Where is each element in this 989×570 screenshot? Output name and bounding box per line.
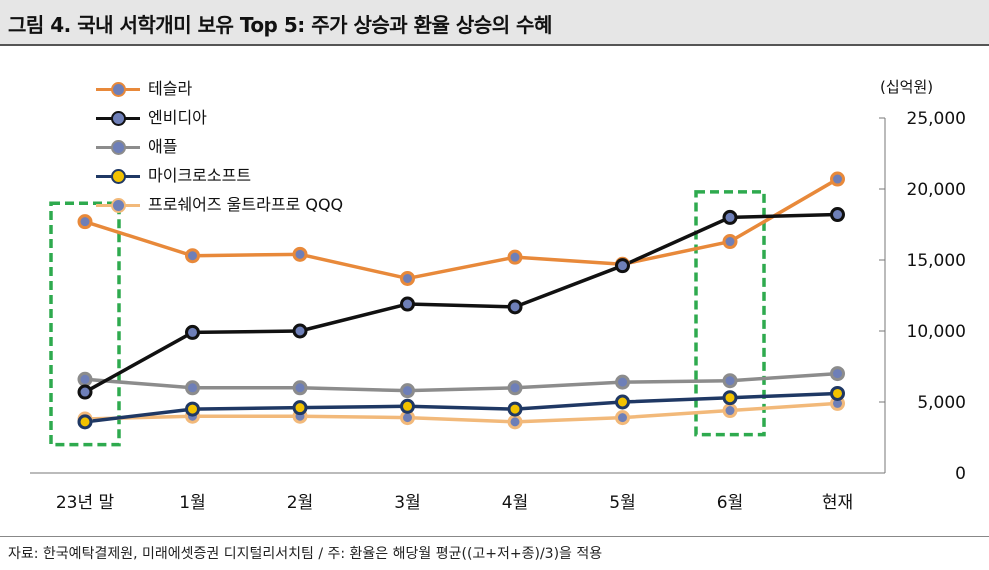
legend-marker-tesla — [111, 82, 126, 97]
y-tick-label-0: 0 — [955, 464, 966, 484]
footer-divider — [0, 536, 989, 537]
data-point-tesla-1 — [185, 248, 200, 264]
line-chart: 0 5,000 10,000 15,000 20,000 25,000 23년 말 1월 2월 3… — [30, 109, 966, 513]
x-tick-label-4: 4월 — [502, 493, 528, 513]
legend-marker-qqq — [111, 198, 126, 213]
y-tick-label-25000: 25,000 — [907, 109, 966, 129]
data-point-apple-6 — [722, 373, 738, 389]
legend-label-apple: 애플 — [148, 137, 178, 156]
legend-item-microsoft: 마이크로소프트 — [96, 165, 426, 187]
data-point-tesla-0 — [77, 214, 93, 230]
data-point-microsoft-0 — [77, 414, 93, 430]
data-point-apple-7 — [830, 366, 845, 382]
data-point-microsoft-3 — [400, 398, 415, 414]
data-point-microsoft-2 — [292, 400, 308, 416]
y-axis-unit-label: (십억원) — [880, 78, 934, 96]
legend-item-tesla: 테슬라 — [96, 78, 426, 100]
series-line-tesla — [84, 177, 839, 281]
data-point-microsoft-4 — [507, 401, 523, 417]
x-tick-label-0: 23년 말 — [56, 493, 115, 513]
data-point-microsoft-7 — [830, 385, 845, 401]
legend-marker-microsoft — [111, 169, 126, 184]
data-point-tesla-4 — [507, 249, 523, 265]
y-tick-label-15000: 15,000 — [907, 251, 966, 271]
data-point-microsoft-5 — [615, 394, 630, 410]
data-point-qqq-4 — [507, 414, 523, 430]
x-tick-label-7: 현재 — [822, 493, 853, 513]
series-line-apple — [84, 371, 838, 393]
source-note: 자료: 한국예탁결제원, 미래에셋증권 디지털리서치팀 / 주: 환율은 해당월… — [8, 546, 603, 562]
data-point-apple-3 — [400, 383, 415, 399]
x-tick-label-1: 1월 — [179, 493, 205, 513]
data-point-nvidia-3 — [400, 296, 415, 312]
legend-item-nvidia: 엔비디아 — [96, 107, 426, 129]
data-point-apple-5 — [615, 374, 630, 390]
y-tick-label-20000: 20,000 — [907, 180, 966, 200]
legend-item-qqq: 프로쉐어즈 울트라프로 QQQ — [96, 194, 426, 216]
series-line-qqq — [84, 401, 838, 424]
y-tick-label-5000: 5,000 — [917, 393, 966, 413]
title-bar: 그림 4. 국내 서학개미 보유 Top 5: 주가 상승과 환율 상승의 수혜 — [0, 0, 989, 46]
data-point-nvidia-0 — [77, 384, 93, 400]
legend-label-microsoft: 마이크로소프트 — [148, 166, 252, 185]
legend-marker-nvidia — [111, 111, 126, 126]
series-line-nvidia — [84, 212, 838, 394]
data-point-nvidia-6 — [722, 209, 738, 225]
x-tick-label-5: 5월 — [609, 493, 635, 513]
data-point-tesla-6 — [722, 234, 738, 250]
data-point-tesla-3 — [400, 270, 415, 286]
x-tick-label-2: 2월 — [287, 493, 313, 513]
legend-label-tesla: 테슬라 — [148, 79, 193, 98]
y-tick-label-10000: 10,000 — [907, 322, 966, 342]
legend-label-qqq: 프로쉐어즈 울트라프로 QQQ — [148, 195, 344, 214]
data-point-apple-4 — [507, 380, 523, 396]
data-point-nvidia-7 — [830, 207, 845, 223]
x-tick-label-3: 3월 — [394, 493, 420, 513]
data-point-nvidia-4 — [507, 299, 523, 315]
data-point-qqq-5 — [615, 410, 630, 426]
x-tick-label-6: 6월 — [717, 493, 743, 513]
legend-label-nvidia: 엔비디아 — [148, 108, 207, 127]
legend-marker-apple — [111, 140, 126, 155]
highlight-box-0 — [49, 201, 121, 447]
data-point-microsoft-6 — [722, 390, 738, 406]
data-point-microsoft-1 — [185, 401, 200, 417]
data-point-nvidia-5 — [615, 258, 630, 274]
data-point-nvidia-1 — [185, 324, 200, 340]
legend-item-apple: 애플 — [96, 136, 426, 158]
data-point-apple-2 — [292, 380, 308, 396]
data-point-nvidia-2 — [292, 323, 308, 339]
data-point-apple-0 — [77, 371, 93, 387]
series-line-microsoft — [84, 391, 838, 424]
data-point-apple-1 — [185, 380, 200, 396]
highlight-box-1 — [694, 190, 766, 437]
data-point-qqq-6 — [722, 403, 738, 419]
data-point-tesla-7 — [830, 171, 845, 187]
figure-title: 그림 4. 국내 서학개미 보유 Top 5: 주가 상승과 환율 상승의 수혜 — [8, 13, 552, 37]
data-point-tesla-2 — [292, 246, 308, 262]
